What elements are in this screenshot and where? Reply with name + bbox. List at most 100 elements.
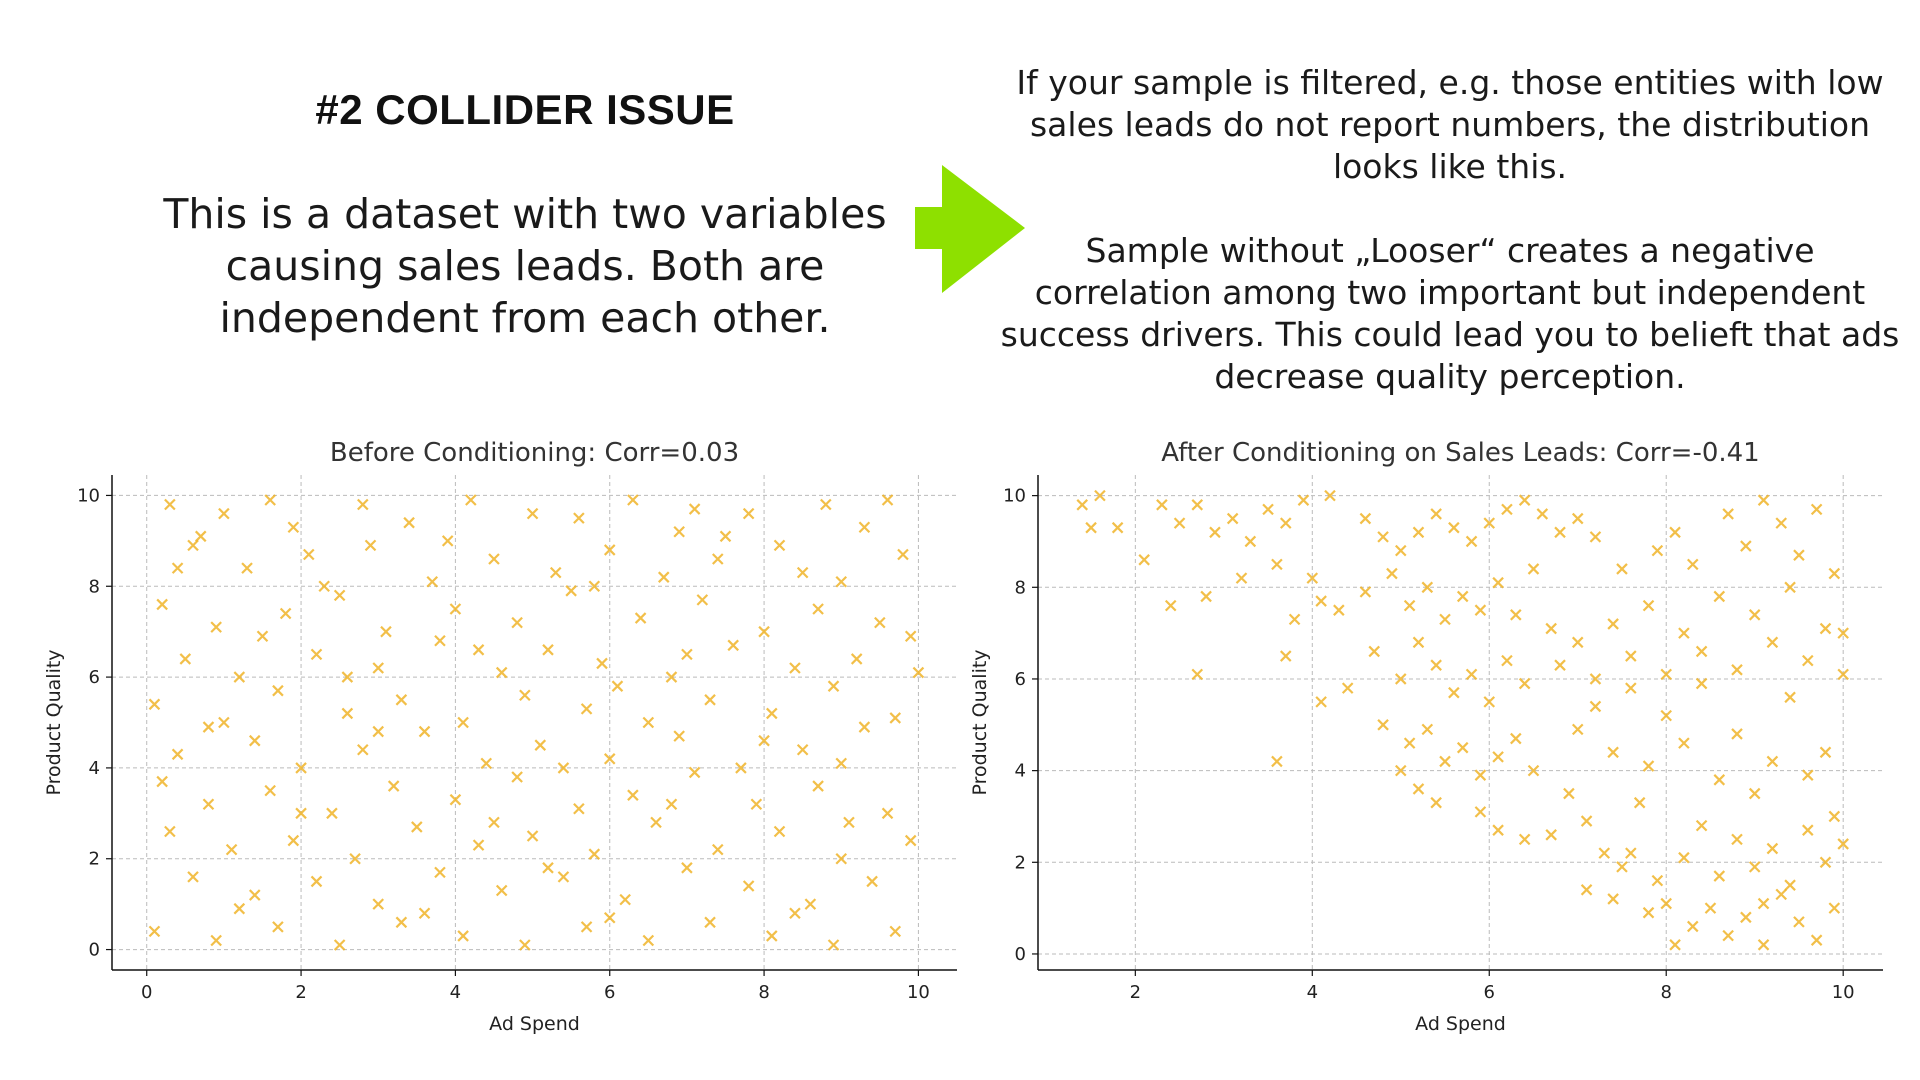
data-point [789, 662, 801, 674]
data-point [519, 939, 531, 951]
data-point [657, 571, 670, 583]
y-tick-label: 6 [1015, 669, 1026, 690]
data-point [1784, 691, 1796, 704]
data-point [1368, 645, 1381, 658]
data-point [1837, 627, 1849, 639]
data-point [557, 762, 570, 774]
data-point [742, 507, 755, 520]
data-point [225, 843, 238, 856]
data-point [1421, 723, 1434, 736]
data-point [1642, 906, 1655, 919]
data-point [1642, 760, 1655, 772]
data-point [711, 553, 724, 565]
data-point [758, 734, 770, 747]
data-point [256, 630, 269, 642]
data-point [573, 512, 585, 524]
data-point [164, 498, 176, 511]
data-point [1111, 521, 1124, 534]
data-point [688, 766, 701, 779]
data-point [1633, 796, 1646, 809]
data-point [1660, 897, 1672, 910]
data-point [1563, 787, 1575, 800]
data-point [1492, 751, 1504, 763]
scatter-plot-svg-after: After Conditioning on Sales Leads: Corr=… [969, 438, 1883, 1035]
data-point [210, 621, 222, 633]
data-point [650, 816, 662, 829]
data-point [1775, 888, 1788, 901]
data-point [1474, 806, 1487, 818]
data-point [1394, 544, 1407, 557]
data-point [472, 644, 485, 656]
data-point [1545, 622, 1557, 635]
data-point [403, 516, 415, 529]
data-point [218, 507, 230, 520]
data-point [889, 712, 902, 724]
data-point [634, 612, 647, 624]
data-point [1191, 499, 1204, 511]
data-point [588, 848, 601, 860]
data-point [843, 816, 855, 829]
data-point [357, 498, 369, 511]
data-point [1731, 833, 1743, 846]
data-point [588, 580, 601, 593]
data-point [1766, 842, 1779, 855]
data-point [1430, 659, 1442, 671]
y-tick-label: 2 [89, 849, 100, 870]
data-point [835, 852, 848, 865]
y-tick-label: 0 [89, 940, 100, 961]
data-point [1076, 499, 1089, 511]
data-point [1456, 590, 1469, 603]
data-point [804, 898, 817, 910]
data-point [318, 580, 330, 593]
x-axis-label-before: Ad Spend [489, 1013, 580, 1035]
data-point [449, 793, 462, 806]
data-point [1235, 572, 1248, 584]
data-point [1403, 737, 1416, 749]
data-point [1642, 599, 1655, 612]
data-point [1607, 618, 1619, 630]
x-tick-label: 6 [604, 982, 615, 1003]
y-tick-label: 10 [77, 485, 100, 506]
x-tick-label: 2 [1130, 982, 1141, 1003]
data-point [1713, 590, 1726, 603]
data-point [1695, 819, 1708, 832]
x-tick-label: 8 [1660, 982, 1671, 1003]
data-point [272, 921, 284, 933]
data-point [1775, 517, 1788, 529]
data-point [179, 653, 192, 665]
data-point [1810, 934, 1823, 946]
data-point [372, 662, 385, 674]
data-point [627, 494, 639, 506]
data-point [1359, 586, 1372, 598]
data-point [272, 684, 284, 697]
data-point [210, 934, 222, 947]
data-point [1625, 650, 1637, 662]
data-point [171, 562, 184, 574]
data-point [295, 762, 307, 774]
data-point [773, 825, 786, 838]
data-point [1837, 668, 1849, 681]
scatter-after-conditioning: After Conditioning on Sales Leads: Corr=… [930, 430, 1910, 1050]
data-point [187, 539, 199, 552]
data-point [820, 498, 832, 511]
data-point [1819, 856, 1832, 869]
data-point [233, 671, 246, 683]
data-point [434, 866, 446, 879]
data-point [1571, 636, 1584, 649]
data-point [1678, 627, 1690, 639]
data-point [796, 743, 809, 756]
data-point [1545, 829, 1557, 841]
data-point [727, 639, 739, 652]
data-point [1527, 764, 1540, 777]
data-point [1616, 861, 1628, 873]
data-point [542, 644, 554, 656]
data-point [164, 825, 176, 838]
data-point [1722, 929, 1734, 942]
chart-title-after: After Conditioning on Sales Leads: Corr=… [1161, 438, 1759, 468]
data-point [187, 871, 199, 883]
page-heading: #2 COLLIDER ISSUE [315, 86, 735, 133]
data-point [511, 771, 523, 783]
data-point [889, 925, 902, 938]
data-point [1341, 682, 1354, 694]
y-axis-label-before: Product Quality [43, 649, 65, 795]
